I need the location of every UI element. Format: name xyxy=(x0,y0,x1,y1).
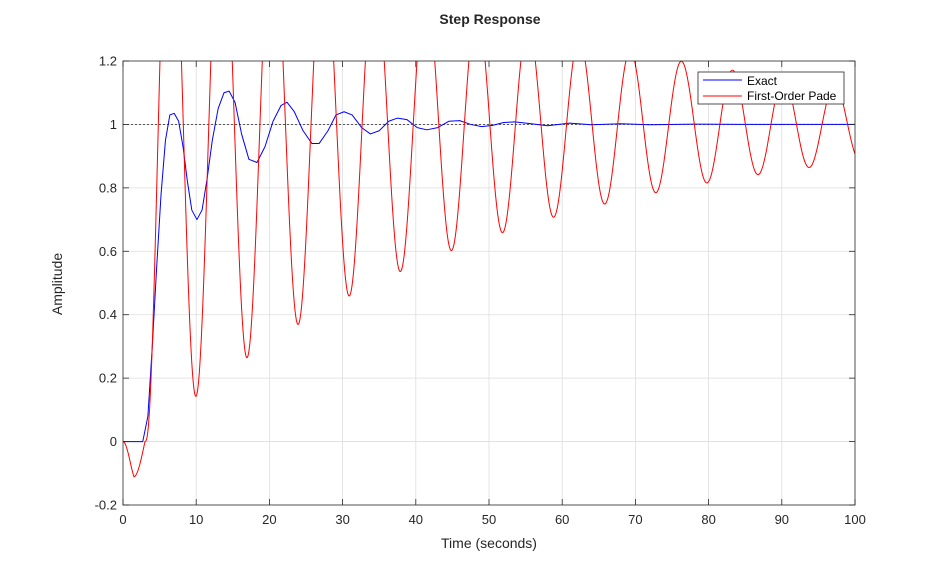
y-axis-label: Amplitude xyxy=(49,253,65,315)
axis-ticks: 0 10 20 30 40 50 60 70 80 90 100-0.200.20.40.60.81… xyxy=(95,54,866,528)
y-tick-label-0: -0.2 xyxy=(95,498,117,513)
x-tick-label-7: 70 xyxy=(628,512,642,527)
x-tick-label-1: 10 xyxy=(189,512,203,527)
legend-label-exact: Exact xyxy=(747,74,778,88)
series-line-first-order-pade xyxy=(123,61,855,478)
y-tick-label-6: 1 xyxy=(110,117,117,132)
x-tick-label-3: 30 xyxy=(335,512,349,527)
legend-box xyxy=(697,71,845,105)
x-tick-label-2: 20 xyxy=(262,512,276,527)
x-tick-label-5: 50 xyxy=(482,512,496,527)
y-tick-label-7: 1.2 xyxy=(99,54,117,69)
x-axis-label: Time (seconds) xyxy=(441,535,537,551)
x-tick-label-10: 100 xyxy=(844,512,866,527)
x-tick-label-4: 40 xyxy=(409,512,423,527)
y-tick-label-5: 0.8 xyxy=(99,180,117,195)
legend: Exact First-Order Pade xyxy=(697,71,845,105)
y-tick-label-1: 0 xyxy=(110,434,117,449)
x-tick-label-8: 80 xyxy=(701,512,715,527)
y-tick-label-4: 0.6 xyxy=(99,244,117,259)
x-tick-label-9: 90 xyxy=(775,512,789,527)
x-tick-label-6: 60 xyxy=(555,512,569,527)
chart-title: Step Response xyxy=(439,11,540,27)
x-tick-label-0: 0 xyxy=(119,512,126,527)
legend-label-first-order-pade: First-Order Pade xyxy=(747,89,837,103)
y-tick-label-2: 0.2 xyxy=(99,371,117,386)
y-tick-label-3: 0.4 xyxy=(99,307,117,322)
series-layer xyxy=(123,61,855,478)
